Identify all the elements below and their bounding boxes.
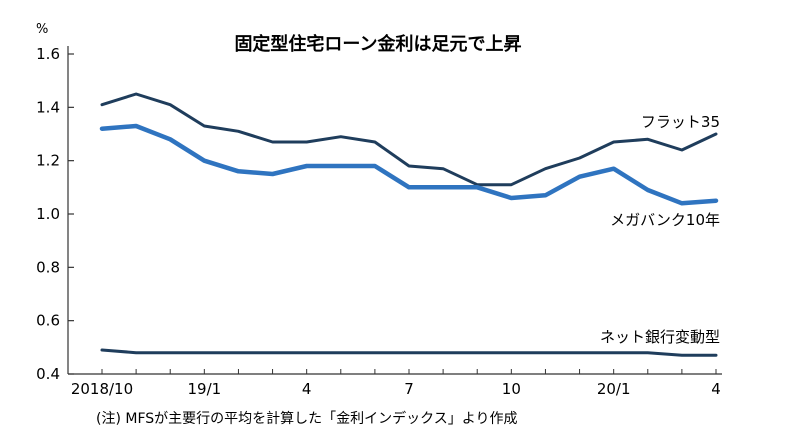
series-line-flat35 (100, 92, 718, 187)
series-line-netbank (100, 348, 718, 357)
y-tick-label: 1.0 (36, 205, 60, 223)
y-tick-label: 1.4 (36, 98, 60, 116)
x-tick-label: 20/1 (597, 380, 631, 398)
x-tick-label: 7 (404, 380, 414, 398)
y-tick-label: 1.2 (36, 152, 60, 170)
footnote: (注) MFSが主要行の平均を計算した「金利インデックス」より作成 (96, 410, 517, 427)
series-line-megabank (99, 123, 719, 206)
chart-title: 固定型住宅ローン金利は足元で上昇 (234, 33, 521, 55)
x-tick-label: 10 (502, 380, 521, 398)
series-lines (99, 92, 719, 357)
y-tick-labels: 0.4 0.6 0.8 1.0 1.2 1.4 1.6 (36, 45, 74, 383)
y-tick-label: 0.4 (36, 365, 60, 383)
y-tick-label: 0.8 (36, 258, 60, 276)
series-label-megabank: メガバンク10年 (610, 211, 720, 229)
x-tick-label: 4 (711, 380, 721, 398)
y-tick-label: 1.6 (36, 45, 60, 63)
y-tick-label: 0.6 (36, 312, 60, 330)
x-tick-label: 19/1 (187, 380, 221, 398)
y-unit-label: % (36, 22, 48, 37)
x-tick-label: 2018/10 (71, 380, 133, 398)
x-tick-label: 4 (302, 380, 312, 398)
series-label-flat35: フラット35 (641, 113, 720, 131)
series-label-netbank: ネット銀行変動型 (600, 328, 720, 346)
axes (67, 46, 722, 375)
x-tick-labels: 2018/10 19/1 4 7 10 20/1 4 (71, 369, 721, 398)
